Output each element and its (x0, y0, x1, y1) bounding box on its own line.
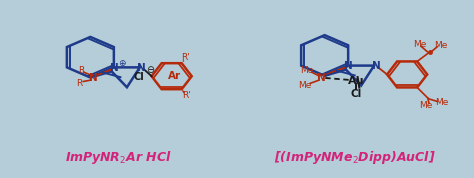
Text: N: N (137, 63, 146, 73)
Text: N: N (90, 73, 98, 83)
Text: R: R (78, 66, 84, 75)
Text: R': R' (181, 53, 190, 62)
Text: N: N (344, 61, 353, 72)
Text: Me: Me (413, 40, 426, 49)
Text: Au: Au (348, 76, 365, 86)
Text: Ar: Ar (167, 71, 181, 81)
Text: R: R (76, 79, 83, 88)
Text: Me: Me (434, 41, 447, 50)
Text: ⊖: ⊖ (146, 65, 155, 75)
Text: ⊕: ⊕ (118, 59, 125, 68)
Text: Me: Me (435, 98, 448, 107)
Text: R': R' (182, 91, 191, 100)
Text: Me: Me (298, 81, 311, 90)
Text: N: N (317, 73, 325, 83)
Text: N: N (110, 63, 118, 73)
Text: Me: Me (419, 101, 432, 110)
Text: [(ImPyNMe$_2$Dipp)AuCl]: [(ImPyNMe$_2$Dipp)AuCl] (274, 149, 436, 166)
Text: Cl: Cl (351, 89, 362, 99)
Text: N: N (372, 61, 380, 71)
Text: Me: Me (300, 66, 313, 75)
Text: Cl: Cl (134, 72, 145, 82)
Text: ImPyNR$_2$Ar HCl: ImPyNR$_2$Ar HCl (65, 149, 172, 166)
